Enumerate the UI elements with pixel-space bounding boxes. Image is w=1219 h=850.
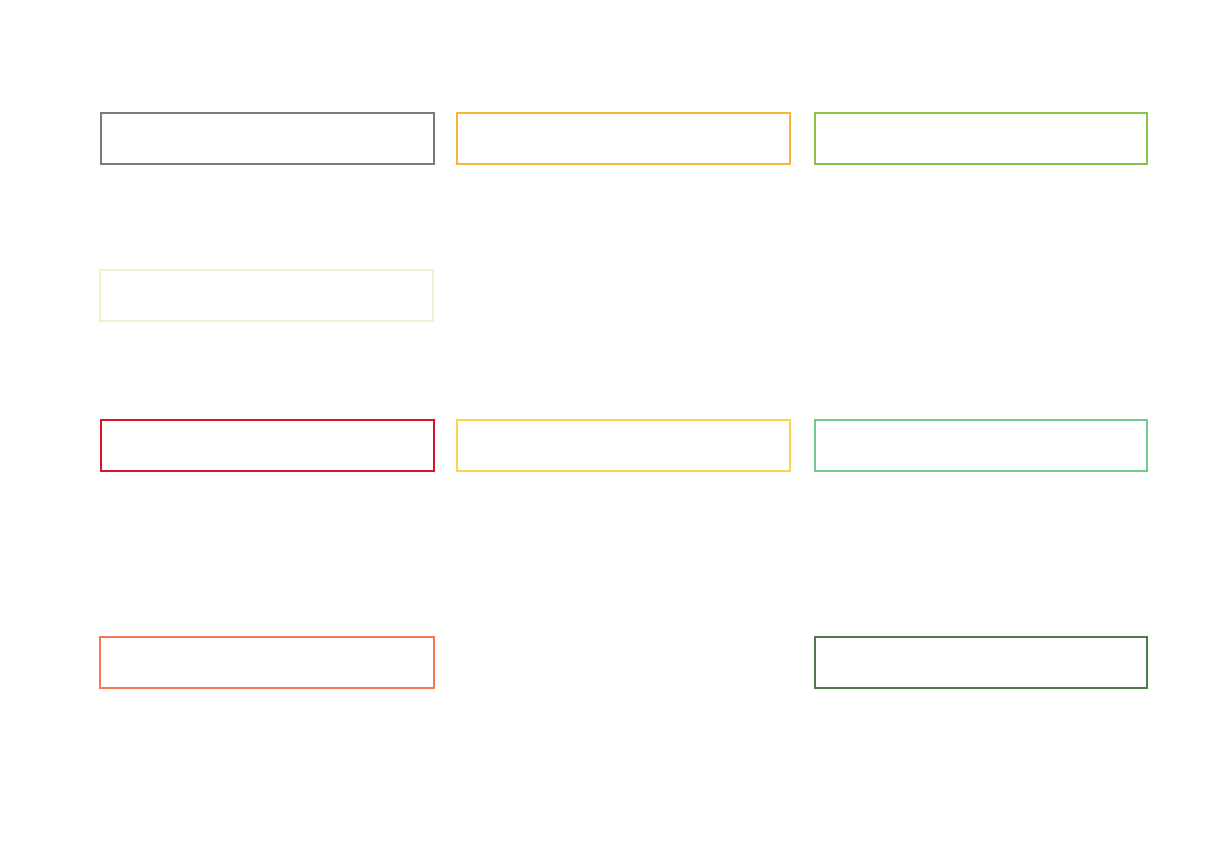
empty-box-green[interactable] — [814, 112, 1148, 165]
empty-box-coral[interactable] — [99, 636, 435, 689]
empty-box-gray[interactable] — [100, 112, 435, 165]
empty-box-red[interactable] — [100, 419, 435, 472]
empty-box-orange[interactable] — [456, 112, 791, 165]
empty-box-mint[interactable] — [814, 419, 1148, 472]
empty-box-pale-green[interactable] — [99, 269, 434, 322]
empty-box-yellow[interactable] — [456, 419, 791, 472]
empty-box-dark-green[interactable] — [814, 636, 1148, 689]
